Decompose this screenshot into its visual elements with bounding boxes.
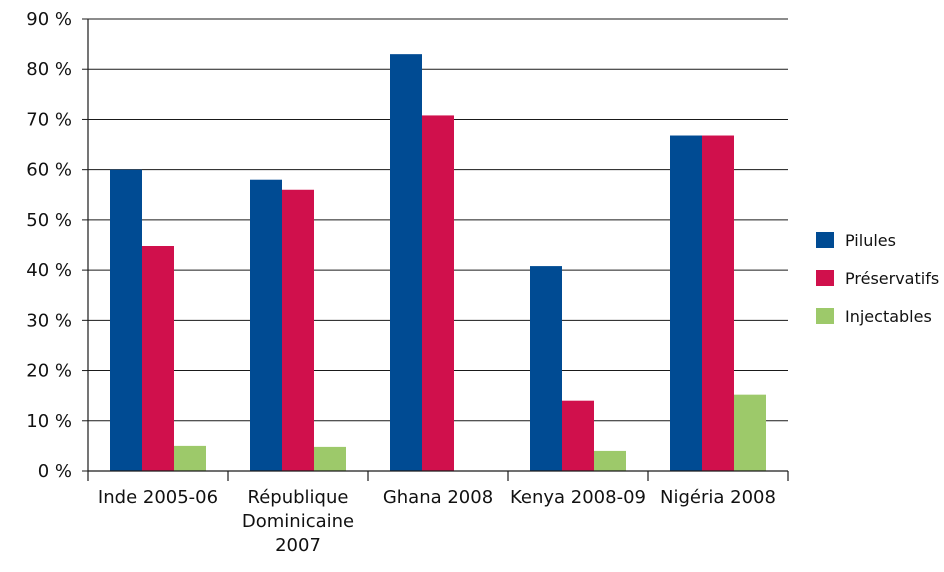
- legend-swatch: [816, 270, 834, 286]
- legend-label: Pilules: [845, 231, 896, 250]
- x-category-label-line: Kenya 2008-09: [510, 487, 646, 508]
- bar: [562, 400, 594, 471]
- bars: [110, 54, 766, 472]
- y-tick-label: 10 %: [26, 411, 72, 432]
- x-category-label: Kenya 2008-09: [510, 487, 646, 508]
- bar: [670, 135, 702, 471]
- x-category-label-line: Inde 2005-06: [98, 487, 218, 508]
- bar: [734, 394, 766, 471]
- y-axis-ticks: 0 % 10 % 20 % 30 % 40 % 50 % 60 % 70 % 80 % 90 %: [26, 9, 88, 482]
- y-tick-label: 40 %: [26, 260, 72, 281]
- bar: [390, 54, 422, 472]
- bar: [314, 446, 346, 471]
- x-category-label: Ghana 2008: [383, 487, 493, 508]
- y-tick-label: 90 %: [26, 9, 72, 30]
- bar: [282, 189, 314, 471]
- legend-swatch: [816, 232, 834, 248]
- bar: [110, 169, 142, 471]
- x-category-label: République Dominicaine 2007: [242, 487, 354, 556]
- x-axis-labels: Inde 2005-06 République Dominicaine 2007 Gha…: [98, 487, 776, 556]
- bar: [594, 450, 626, 471]
- y-tick-label: 70 %: [26, 109, 72, 130]
- y-tick-label: 20 %: [26, 361, 72, 382]
- legend: Pilules Préservatifs Injectables: [816, 231, 939, 326]
- legend-label: Injectables: [845, 307, 932, 326]
- bar: [422, 115, 454, 471]
- y-tick-label: 60 %: [26, 160, 72, 181]
- x-category-label: Inde 2005-06: [98, 487, 218, 508]
- legend-swatch: [816, 308, 834, 324]
- x-category-label-line: 2007: [275, 535, 321, 556]
- y-tick-label: 80 %: [26, 59, 72, 80]
- y-tick-label: 30 %: [26, 310, 72, 331]
- y-tick-label: 0 %: [38, 461, 72, 482]
- bar: [250, 179, 282, 471]
- x-category-label-line: Dominicaine: [242, 511, 354, 532]
- legend-label: Préservatifs: [845, 269, 939, 288]
- x-category-label: Nigéria 2008: [660, 487, 776, 508]
- y-tick-label: 50 %: [26, 210, 72, 231]
- bar: [702, 135, 734, 471]
- x-category-label-line: Ghana 2008: [383, 487, 493, 508]
- x-category-label-line: Nigéria 2008: [660, 487, 776, 508]
- bar: [174, 445, 206, 471]
- bar: [530, 266, 562, 471]
- x-category-label-line: République: [248, 487, 349, 508]
- axes: [87, 19, 789, 481]
- bar: [142, 246, 174, 471]
